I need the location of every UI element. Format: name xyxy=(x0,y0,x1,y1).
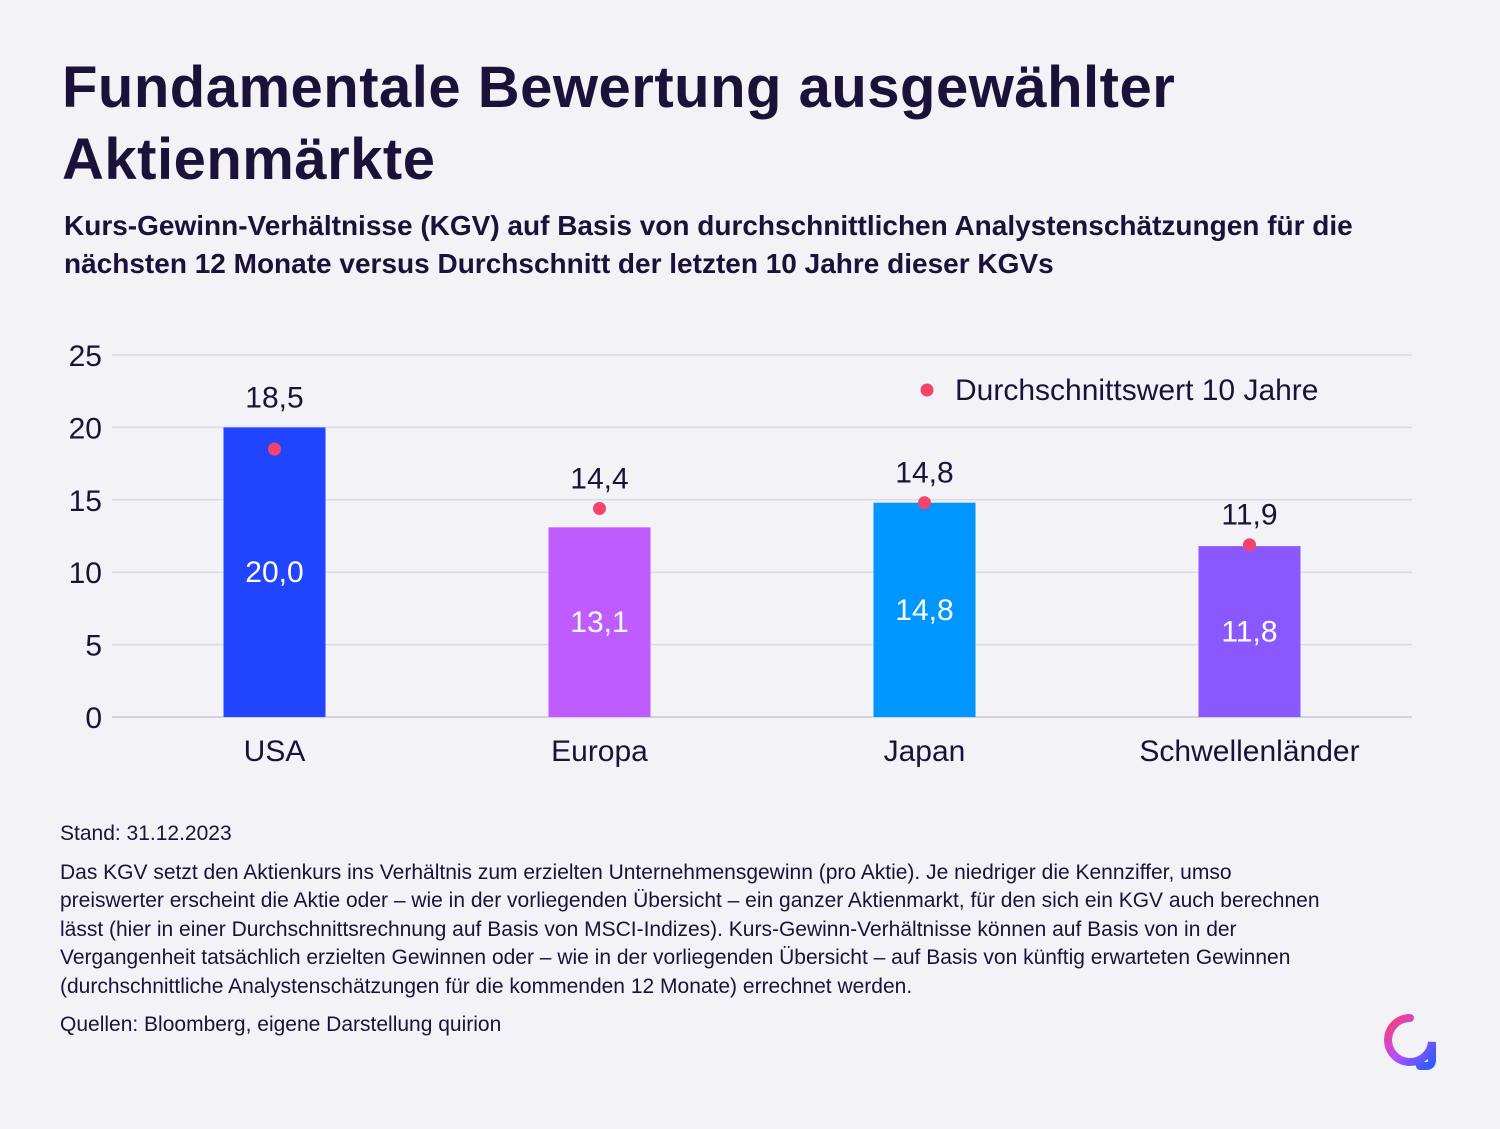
footer-sources: Quellen: Bloomberg, eigene Darstellung q… xyxy=(60,1013,502,1036)
bar-chart: 0 5 10 15 20 25 20,0 13,1 14,8 11,8 18,5 14,4 14,8… xyxy=(69,340,1412,768)
gridlines xyxy=(112,354,1412,718)
bar-value-label: 14,8 xyxy=(895,594,953,627)
legend-label: Durchschnittswert 10 Jahre xyxy=(955,374,1319,407)
y-tick-label: 0 xyxy=(85,702,102,735)
chart-title: Fundamentale Bewertung ausgewählter Akti… xyxy=(62,55,1176,192)
average-markers: 18,5 14,4 14,8 11,9 xyxy=(245,381,1278,552)
average-value-label: 11,9 xyxy=(1221,499,1277,532)
footer-description: Das KGV setzt den Aktienkurs ins Verhält… xyxy=(60,860,1320,998)
bar-japan xyxy=(873,502,976,717)
x-tick-label: Europa xyxy=(551,735,648,768)
average-value-label: 14,4 xyxy=(570,462,628,495)
bar-value-label: 13,1 xyxy=(570,606,628,639)
average-marker-schwellenländer xyxy=(1243,538,1256,552)
bar-schwellenländer xyxy=(1198,546,1301,717)
average-marker-usa xyxy=(268,442,281,456)
bar-usa xyxy=(223,427,326,717)
y-tick-label: 5 xyxy=(85,630,102,663)
y-tick-label: 15 xyxy=(69,485,102,518)
x-tick-label: USA xyxy=(244,735,306,768)
bar-value-label: 20,0 xyxy=(245,556,303,589)
quirion-logo-icon xyxy=(1384,1014,1436,1070)
average-marker-europa xyxy=(593,501,606,515)
average-marker-japan xyxy=(918,496,931,510)
footer: Stand: 31.12.2023 Das KGV setzt den Akti… xyxy=(60,820,1340,1040)
bars: 20,0 13,1 14,8 11,8 xyxy=(223,427,1301,717)
legend-marker xyxy=(920,383,934,397)
x-tick-label: Japan xyxy=(884,735,966,768)
y-axis-ticks: 0 5 10 15 20 25 xyxy=(69,340,102,735)
bar-value-label: 11,8 xyxy=(1221,616,1277,649)
y-tick-label: 20 xyxy=(69,412,102,445)
legend: Durchschnittswert 10 Jahre xyxy=(920,374,1319,407)
y-tick-label: 10 xyxy=(69,557,102,590)
average-value-label: 14,8 xyxy=(895,457,953,490)
chart-subtitle: Kurs-Gewinn-Verhältnisse (KGV) auf Basis… xyxy=(64,210,1353,279)
x-axis-ticks: USA Europa Japan Schwellenländer xyxy=(244,735,1360,768)
x-tick-label: Schwellenländer xyxy=(1139,735,1359,768)
average-value-label: 18,5 xyxy=(245,381,303,414)
bar-europa xyxy=(548,527,651,717)
footer-date: Stand: 31.12.2023 xyxy=(60,822,232,845)
y-tick-label: 25 xyxy=(69,340,102,373)
